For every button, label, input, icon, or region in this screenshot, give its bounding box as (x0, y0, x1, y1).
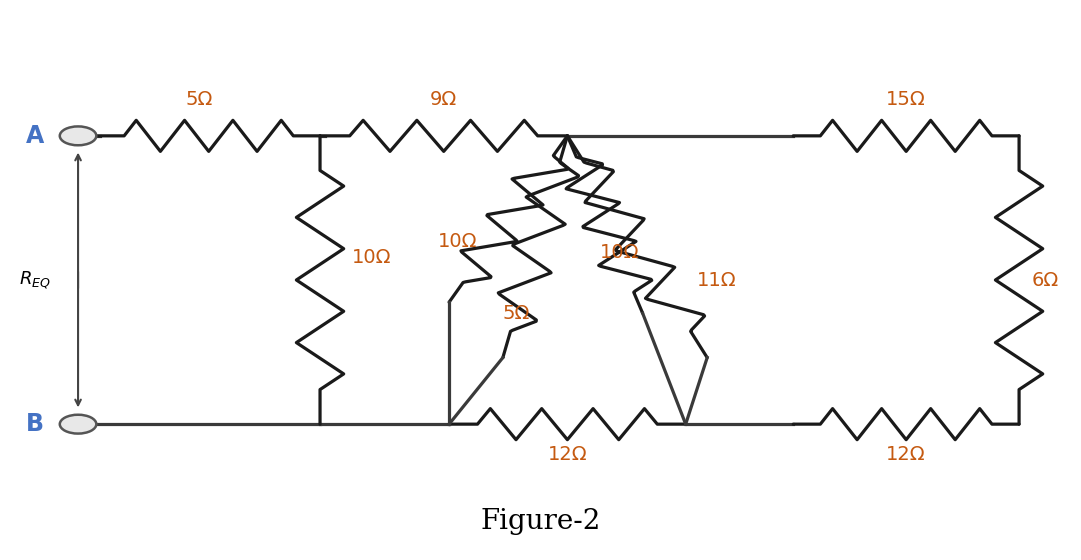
Text: $R_{EQ}$: $R_{EQ}$ (19, 269, 51, 291)
Text: 12Ω: 12Ω (886, 445, 926, 464)
Circle shape (59, 127, 96, 145)
Text: 5Ω: 5Ω (185, 90, 213, 109)
Text: B: B (26, 412, 44, 436)
Text: 12Ω: 12Ω (548, 445, 587, 464)
Text: 15Ω: 15Ω (886, 90, 926, 109)
Text: Figure-2: Figure-2 (480, 508, 601, 535)
Text: 9Ω: 9Ω (430, 90, 457, 109)
Text: 5Ω: 5Ω (503, 304, 531, 323)
Text: 10Ω: 10Ω (600, 243, 639, 262)
Text: A: A (26, 124, 44, 148)
Text: 11Ω: 11Ω (696, 270, 736, 290)
Text: 10Ω: 10Ω (352, 248, 391, 267)
Text: 10Ω: 10Ω (438, 232, 478, 251)
Circle shape (59, 415, 96, 433)
Text: 6Ω: 6Ω (1032, 270, 1059, 290)
